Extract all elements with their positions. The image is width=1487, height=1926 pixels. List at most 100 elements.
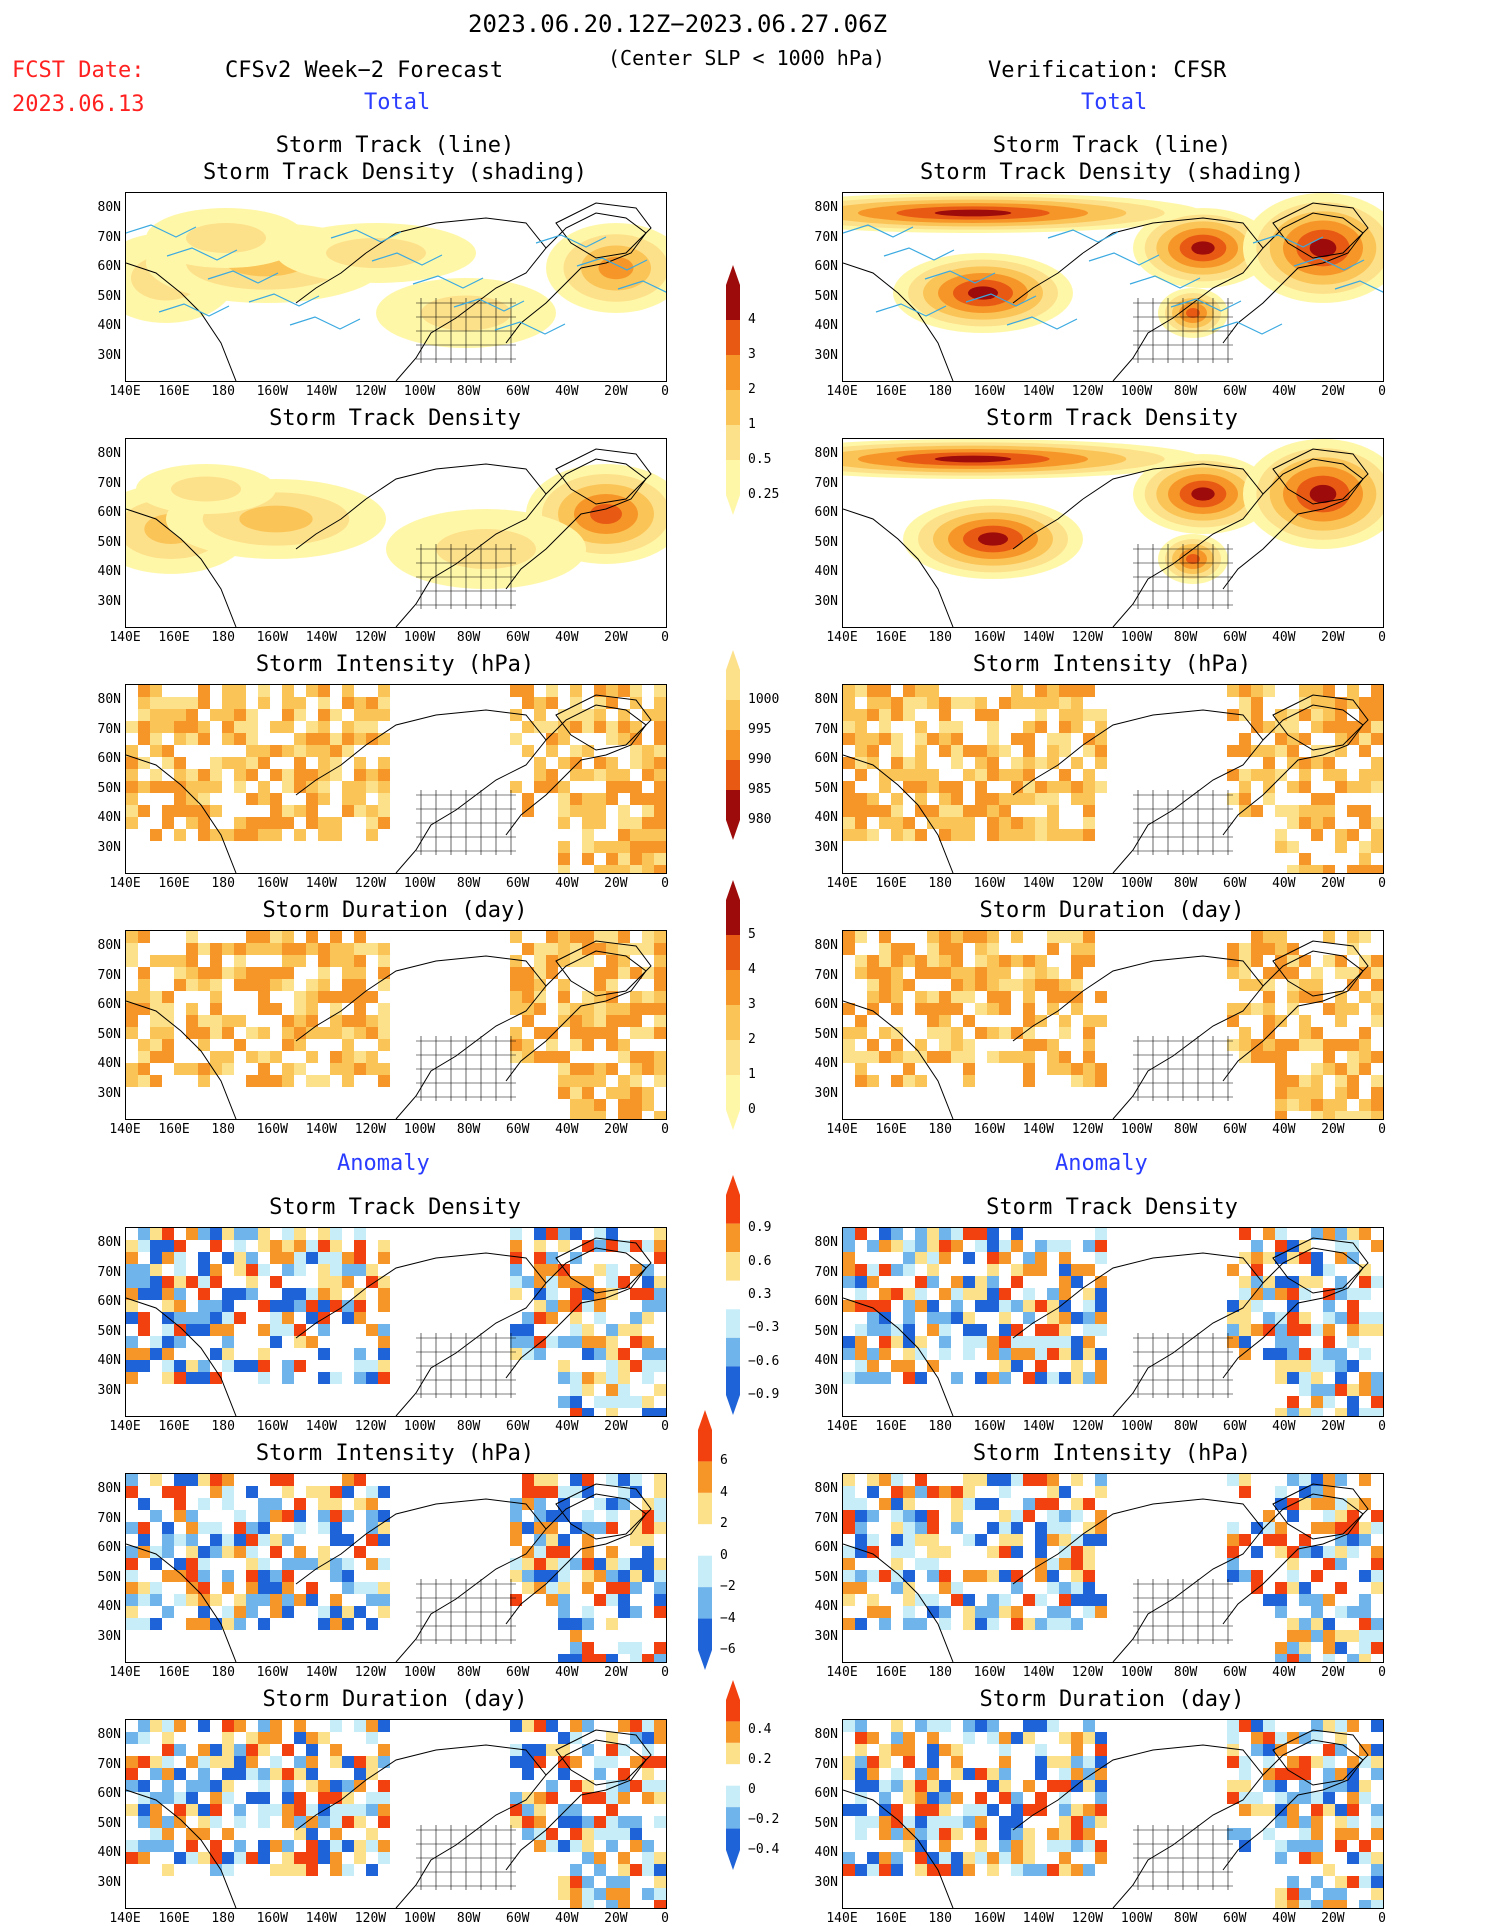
field-cell: [546, 733, 558, 745]
field-cell: [306, 991, 318, 1003]
field-cell: [1011, 1522, 1023, 1534]
storm-track-line: [875, 303, 947, 317]
field-cell: [891, 1534, 903, 1546]
field-cell: [258, 1780, 270, 1792]
right-column-title: Verification: CFSR: [988, 58, 1227, 83]
field-cell: [1371, 1240, 1383, 1252]
field-cell: [318, 697, 330, 709]
field-cell: [618, 1099, 630, 1111]
field-cell: [210, 943, 222, 955]
field-cell: [378, 1558, 390, 1570]
field-cell: [618, 1240, 630, 1252]
latitude-label: 50N: [814, 1026, 838, 1042]
field-cell: [855, 1546, 867, 1558]
field-cell: [1323, 1312, 1335, 1324]
field-cell: [987, 1264, 999, 1276]
field-cell: [843, 1336, 855, 1348]
field-cell: [570, 1276, 582, 1288]
field-cell: [1263, 1780, 1275, 1792]
density-shading: [598, 256, 634, 280]
field-cell: [1035, 1792, 1047, 1804]
field-cell: [330, 1756, 342, 1768]
field-cell: [855, 733, 867, 745]
field-cell: [606, 1240, 618, 1252]
field-cell: [162, 1522, 174, 1534]
field-cell: [534, 1300, 546, 1312]
field-cell: [915, 1372, 927, 1384]
field-cell: [1011, 1027, 1023, 1039]
field-cell: [987, 1780, 999, 1792]
field-cell: [546, 1252, 558, 1264]
coastline: [843, 1543, 954, 1662]
field-cell: [510, 1228, 522, 1240]
field-cell: [258, 757, 270, 769]
field-cell: [606, 1384, 618, 1396]
field-cell: [1347, 1360, 1359, 1372]
field-cell: [891, 805, 903, 817]
field-cell: [1035, 1300, 1047, 1312]
field-cell: [654, 1474, 666, 1486]
field-cell: [1275, 1900, 1287, 1908]
field-cell: [330, 991, 342, 1003]
field-cell: [1371, 865, 1383, 873]
field-cell: [1263, 979, 1275, 991]
field-cell: [1275, 1360, 1287, 1372]
field-cell: [210, 769, 222, 781]
field-cell: [222, 757, 234, 769]
field-cell: [186, 781, 198, 793]
field-cell: [1347, 1252, 1359, 1264]
field-cell: [282, 1864, 294, 1876]
field-cell: [354, 931, 366, 943]
field-cell: [558, 1570, 570, 1582]
field-cell: [1347, 1003, 1359, 1015]
field-cell: [1083, 1606, 1095, 1618]
field-cell: [1011, 1618, 1023, 1630]
field-cell: [1335, 1372, 1347, 1384]
field-cell: [582, 769, 594, 781]
field-cell: [1227, 1756, 1239, 1768]
field-cell: [570, 1888, 582, 1900]
field-cell: [510, 931, 522, 943]
field-cell: [222, 1756, 234, 1768]
field-cell: [927, 1486, 939, 1498]
field-cell: [963, 1720, 975, 1732]
field-cell: [534, 1558, 546, 1570]
field-cell: [1023, 1015, 1035, 1027]
field-cell: [1311, 805, 1323, 817]
field-cell: [1371, 1324, 1383, 1336]
field-cell: [1035, 1756, 1047, 1768]
field-cell: [150, 1768, 162, 1780]
field-cell: [294, 1816, 306, 1828]
field-cell: [975, 1003, 987, 1015]
field-cell: [150, 685, 162, 697]
field-cell: [1047, 1051, 1059, 1063]
field-cell: [198, 829, 210, 841]
field-cell: [1371, 1312, 1383, 1324]
longitude-label: 100W: [403, 1419, 436, 1434]
duration-total-colorbar-label: 2: [748, 1032, 756, 1047]
field-cell: [282, 1252, 294, 1264]
field-cell: [1011, 1336, 1023, 1348]
field-cell: [642, 1888, 654, 1900]
field-cell: [1023, 1300, 1035, 1312]
field-cell: [939, 793, 951, 805]
field-cell: [1059, 1348, 1071, 1360]
longitude-label: 180: [928, 1665, 952, 1680]
longitude-label: 160E: [158, 630, 190, 645]
field-cell: [1359, 841, 1371, 853]
longitude-label: 60W: [1222, 1911, 1247, 1926]
field-cell: [606, 1756, 618, 1768]
field-cell: [1095, 1840, 1107, 1852]
field-cell: [1059, 1252, 1071, 1264]
field-cell: [594, 1075, 606, 1087]
field-cell: [582, 1087, 594, 1099]
field-cell: [867, 967, 879, 979]
field-cell: [246, 1756, 258, 1768]
field-cell: [618, 1876, 630, 1888]
field-cell: [630, 1780, 642, 1792]
field-cell: [1083, 1546, 1095, 1558]
longitude-label: 20W: [604, 876, 628, 891]
coastline: [126, 1543, 237, 1662]
field-cell: [1095, 1075, 1107, 1087]
field-cell: [1287, 1300, 1299, 1312]
